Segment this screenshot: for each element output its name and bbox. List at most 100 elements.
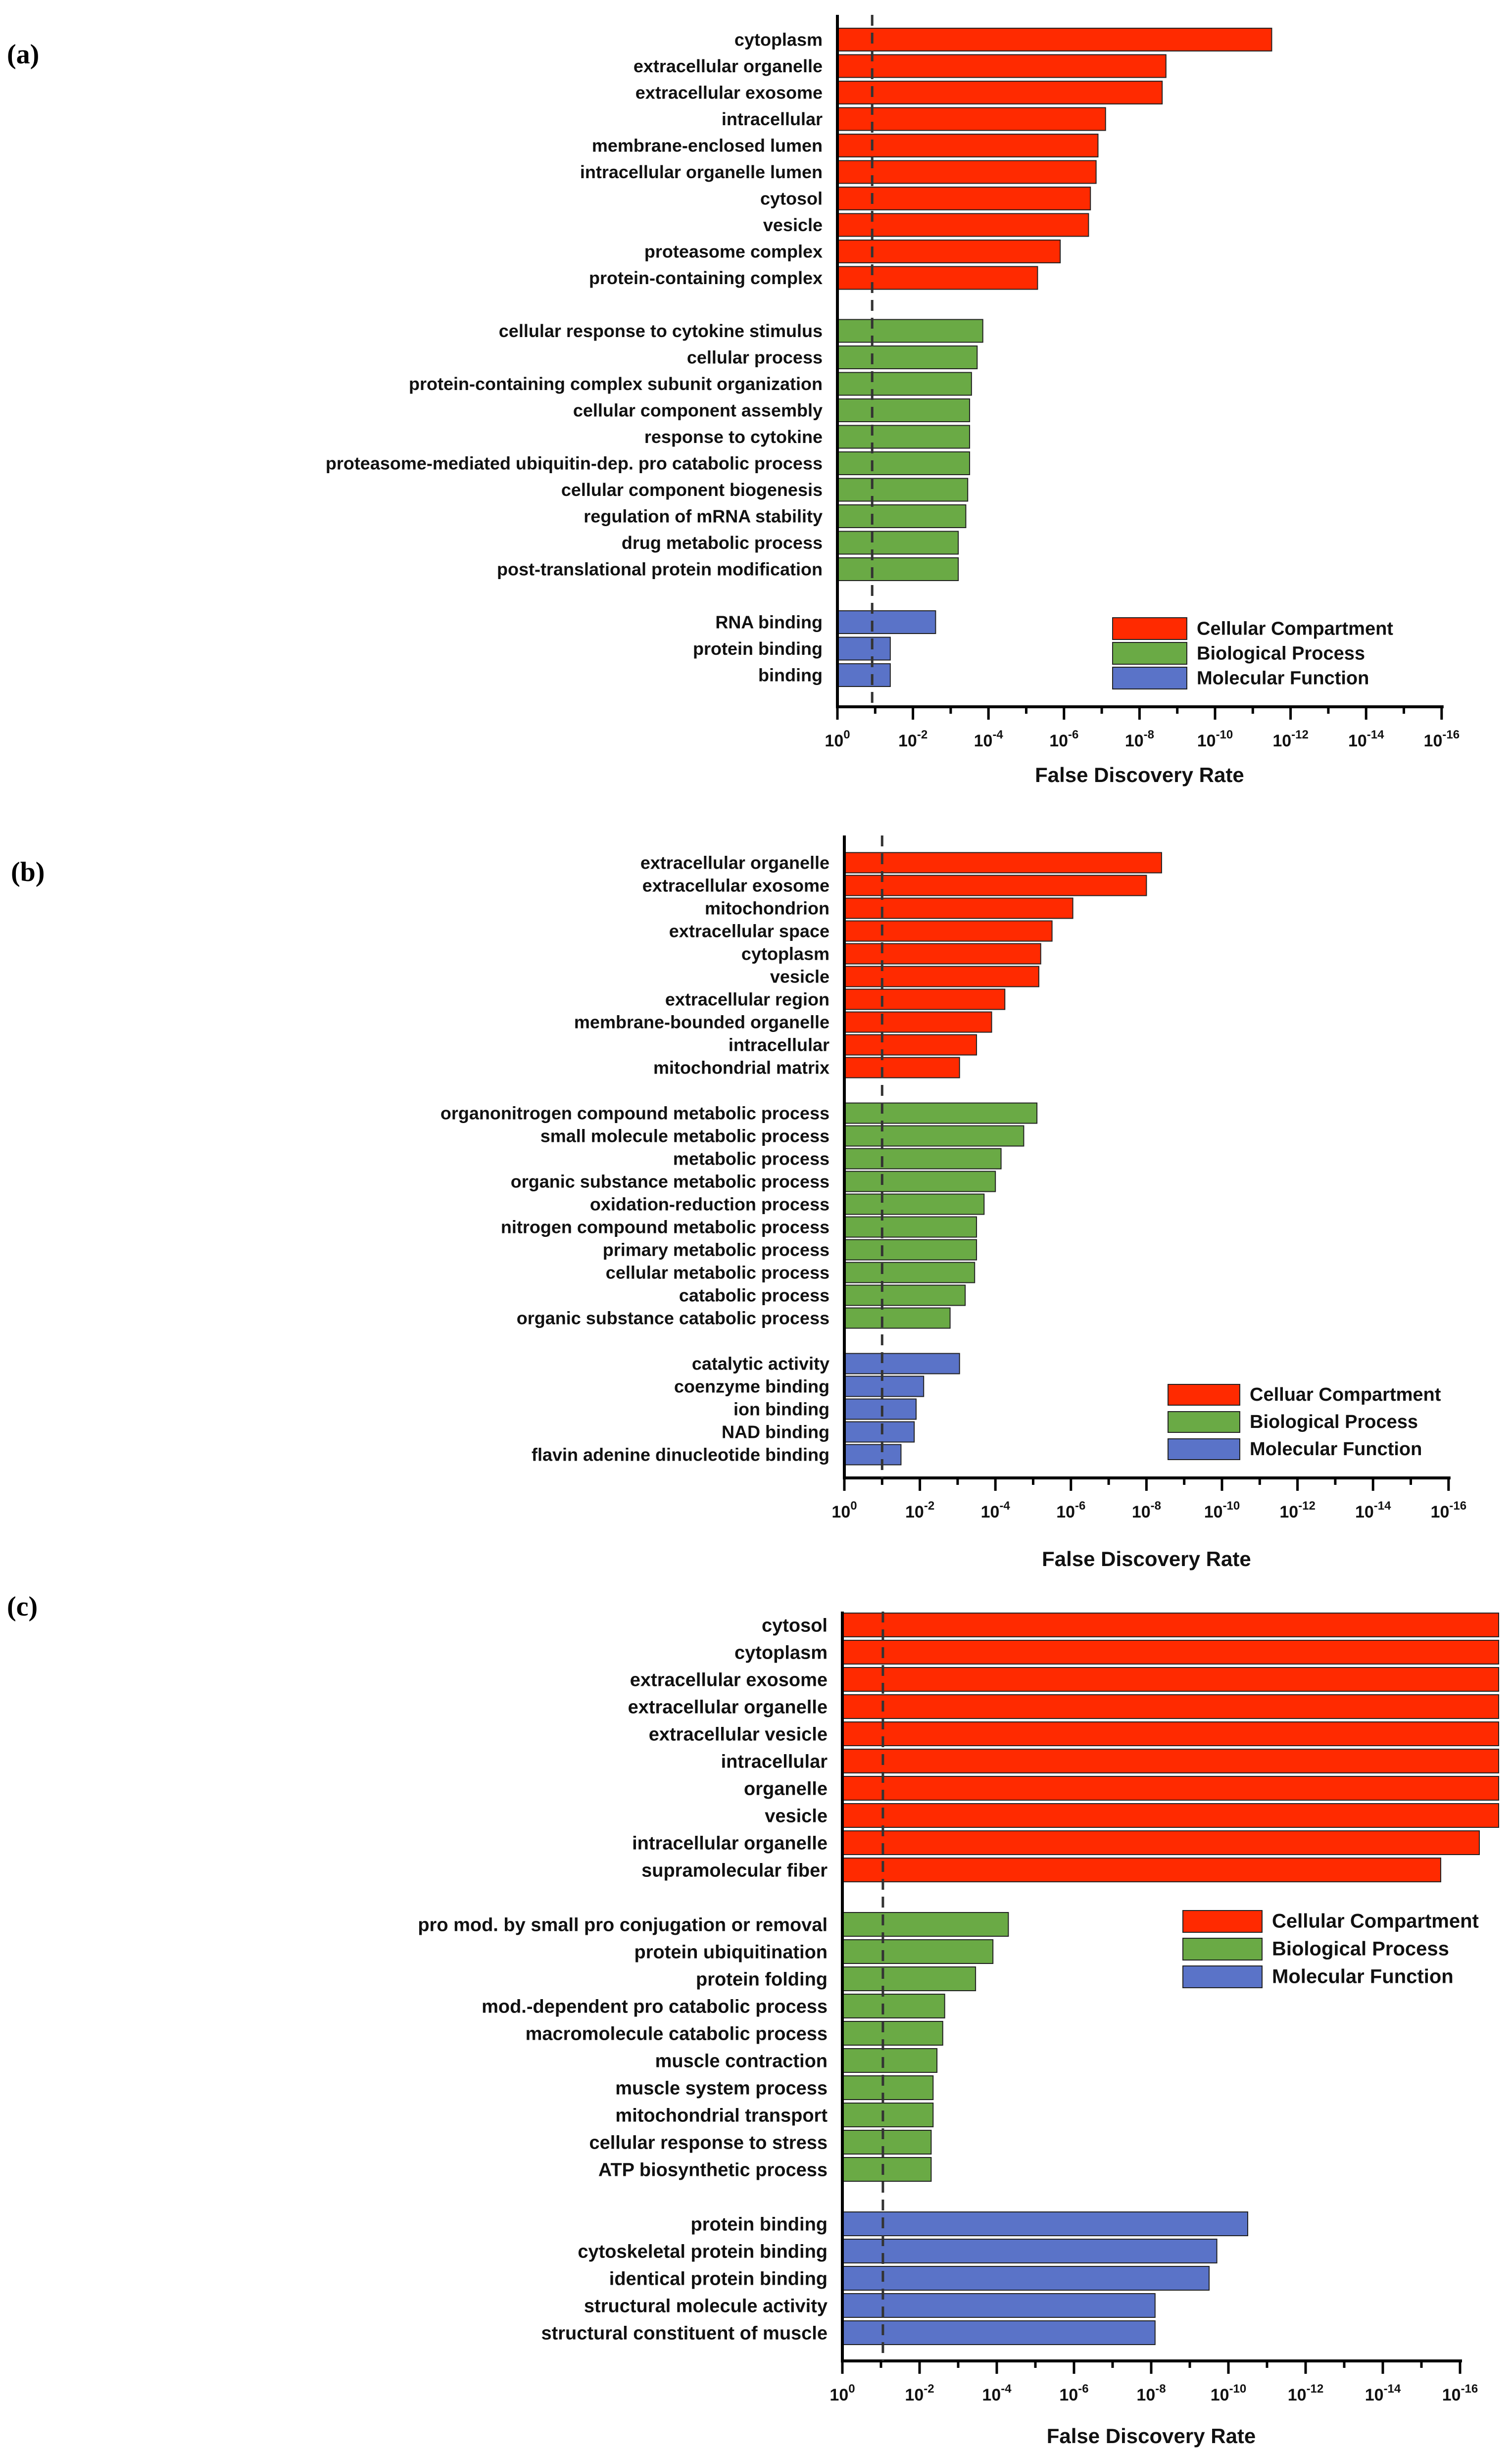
- bar-organelle: [842, 1776, 1499, 1801]
- category-label: identical protein binding: [609, 2268, 828, 2289]
- bar-extracellular-organelle: [844, 852, 1162, 874]
- bar-ion-binding: [844, 1398, 917, 1420]
- category-label: membrane-bounded organelle: [574, 1012, 829, 1032]
- category-label: membrane-enclosed lumen: [592, 136, 823, 156]
- category-label: metabolic process: [673, 1149, 829, 1169]
- x-tick-label: 10-10: [1211, 2382, 1247, 2404]
- category-label: muscle contraction: [655, 2051, 828, 2071]
- bar-vesicle: [837, 213, 1089, 237]
- x-tick-label: 10-14: [1355, 1499, 1391, 1521]
- x-tick-label: 10-6: [1059, 2382, 1088, 2404]
- bar-vesicle: [844, 966, 1039, 987]
- bar-cellular-metabolic-process: [844, 1262, 975, 1283]
- legend-swatch: [1182, 1938, 1263, 1961]
- category-label: extracellular exosome: [642, 876, 829, 896]
- bar-oxidation-reduction-process: [844, 1193, 985, 1215]
- category-label: extracellular organelle: [634, 56, 823, 76]
- x-tick-label: 10-12: [1288, 2382, 1324, 2404]
- category-label: protein binding: [693, 638, 823, 659]
- x-axis-title: False Discovery Rate: [1047, 2424, 1256, 2448]
- category-label: cellular response to stress: [589, 2132, 828, 2153]
- category-label: pro mod. by small pro conjugation or rem…: [418, 1914, 828, 1935]
- category-label: vesicle: [765, 1806, 828, 1826]
- category-label: response to cytokine: [644, 427, 823, 447]
- bar-mod-dependent-pro-catabolic-process: [842, 1994, 945, 2018]
- category-label: catalytic activity: [692, 1354, 829, 1374]
- x-tick-label: 100: [825, 728, 850, 750]
- category-label: organonitrogen compound metabolic proces…: [440, 1103, 829, 1124]
- bar-small-molecule-metabolic-process: [844, 1125, 1024, 1147]
- legend-swatch: [1112, 667, 1187, 689]
- legend-label: Biological Process: [1197, 643, 1365, 664]
- bar-proteasome-complex: [837, 240, 1061, 263]
- bar-metabolic-process: [844, 1148, 1002, 1170]
- bar-intracellular-organelle-lumen: [837, 160, 1097, 184]
- legend-swatch: [1182, 1965, 1263, 1988]
- category-label: mitochondrion: [705, 898, 829, 919]
- x-tick-label: 10-8: [1136, 2382, 1166, 2404]
- x-tick-label: 10-10: [1197, 728, 1233, 750]
- bar-extracellular-organelle: [842, 1694, 1499, 1719]
- category-label: vesicle: [770, 967, 829, 987]
- chart-panel-1: (a) cytoplasm extracellular organelle extra…: [7, 15, 1460, 786]
- bar-muscle-system-process: [842, 2075, 934, 2100]
- bar-organic-substance-catabolic-process: [844, 1307, 951, 1329]
- x-tick-label: 10-2: [898, 728, 927, 750]
- category-label: protein-containing complex: [589, 268, 823, 288]
- bar-protein-containing-complex: [837, 266, 1038, 290]
- bar-cytoplasm: [844, 943, 1041, 965]
- legend-swatch: [1112, 642, 1187, 665]
- bar-regulation-of-mrna-stability: [837, 504, 967, 528]
- category-label: coenzyme binding: [674, 1376, 829, 1397]
- category-label: catabolic process: [679, 1285, 829, 1306]
- category-label: ATP biosynthetic process: [598, 2159, 828, 2180]
- x-tick-label: 10-4: [981, 1499, 1011, 1521]
- category-label: small molecule metabolic process: [540, 1126, 829, 1146]
- bar-binding: [837, 663, 891, 687]
- bar-mitochondrion: [844, 897, 1073, 919]
- bar-primary-metabolic-process: [844, 1239, 977, 1261]
- category-label: binding: [758, 665, 823, 686]
- category-label: extracellular organelle: [640, 853, 829, 873]
- bar-identical-protein-binding: [842, 2266, 1210, 2291]
- category-label: primary metabolic process: [603, 1240, 829, 1260]
- legend-label: Molecular Function: [1272, 1965, 1454, 1987]
- category-label: organic substance catabolic process: [517, 1308, 829, 1328]
- legend-label: Cellular Compartment: [1197, 618, 1393, 639]
- bar-intracellular: [837, 107, 1106, 131]
- bar-intracellular: [842, 1749, 1499, 1773]
- category-label: extracellular exosome: [635, 83, 823, 103]
- category-label: extracellular space: [669, 921, 829, 941]
- category-label: structural molecule activity: [584, 2296, 828, 2316]
- x-tick-label: 10-6: [1056, 1499, 1085, 1521]
- x-tick-label: 10-12: [1279, 1499, 1316, 1521]
- bar-drug-metabolic-process: [837, 531, 959, 555]
- category-label: flavin adenine dinucleotide binding: [532, 1445, 829, 1465]
- bar-protein-binding: [837, 637, 891, 661]
- category-label: proteasome complex: [644, 242, 823, 262]
- legend: Cellular Compartment Biological Process Mo…: [1182, 1910, 1479, 1988]
- bar-flavin-adenine-dinucleotide-binding: [844, 1444, 902, 1466]
- x-tick-label: 10-4: [974, 728, 1004, 750]
- bar-pro-mod-by-small-pro-conjugation-or-removal: [842, 1912, 1009, 1937]
- panel-label: (b): [11, 857, 45, 887]
- category-label: proteasome-mediated ubiquitin-dep. pro c…: [326, 453, 823, 474]
- bar-protein-binding: [842, 2211, 1248, 2236]
- bar-rna-binding: [837, 610, 936, 634]
- bar-extracellular-vesicle: [842, 1721, 1499, 1746]
- x-tick-label: 10-12: [1272, 728, 1309, 750]
- category-label: cellular metabolic process: [606, 1263, 829, 1283]
- category-label: extracellular organelle: [628, 1697, 828, 1717]
- category-label: cellular process: [687, 347, 823, 368]
- bar-protein-ubiquitination: [842, 1939, 994, 1964]
- category-label: cytoplasm: [734, 1642, 828, 1663]
- category-label: regulation of mRNA stability: [584, 506, 823, 527]
- bar-cellular-response-to-stress: [842, 2130, 932, 2155]
- category-label: cellular component biogenesis: [561, 480, 823, 500]
- bar-cellular-component-biogenesis: [837, 478, 969, 502]
- category-label: protein binding: [690, 2214, 828, 2235]
- bar-muscle-contraction: [842, 2048, 938, 2073]
- bar-response-to-cytokine: [837, 425, 971, 449]
- legend-swatch: [1182, 1910, 1263, 1933]
- legend-swatch: [1168, 1384, 1240, 1406]
